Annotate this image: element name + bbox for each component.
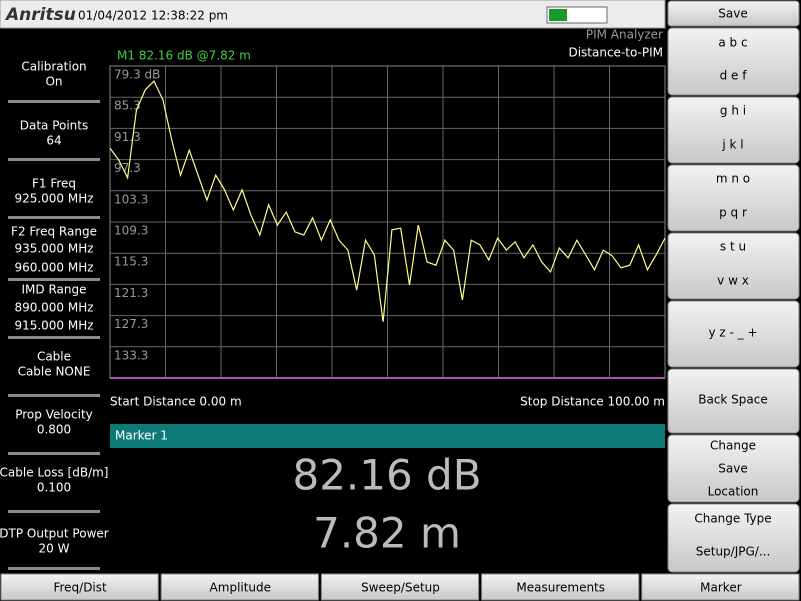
softkey[interactable] [667, 368, 800, 434]
setting-text: Prop Velocity [15, 408, 93, 422]
trace [109, 80, 666, 322]
menu-tab[interactable] [320, 573, 480, 601]
separator [8, 158, 100, 161]
softkey-label: j k l [721, 138, 743, 152]
softkey-label: Save [718, 462, 747, 476]
y-tick-label: 127.3 [114, 317, 148, 331]
menu-tab-label: Measurements [516, 581, 605, 595]
setting-text: 960.000 MHz [14, 261, 93, 275]
datetime: 01/04/2012 12:38:22 pm [78, 9, 228, 23]
softkey-title-bg [667, 0, 800, 27]
y-tick-label: 133.3 [114, 348, 148, 362]
softkey-label: s t u [720, 240, 746, 254]
marker-readout: 82.16 dB [292, 451, 481, 500]
setting-text: 915.000 MHz [14, 319, 93, 333]
softkey-label: d e f [720, 69, 748, 83]
menu-tab[interactable] [0, 573, 159, 601]
softkey-label: m n o [716, 172, 750, 186]
softkey-label: Location [708, 485, 759, 499]
separator [8, 394, 100, 397]
softkey-label: a b c [718, 36, 747, 50]
marker-panel-title: Marker 1 [115, 429, 168, 443]
separator [8, 216, 100, 219]
softkey-label: g h i [720, 104, 746, 118]
separator [8, 336, 100, 339]
marker-panel-header [110, 424, 665, 448]
setting-text: 935.000 MHz [14, 242, 93, 256]
softkey-label: Change Type [694, 512, 771, 526]
setting-text: 925.000 MHz [14, 192, 93, 206]
setting-text: DTP Output Power [0, 527, 109, 541]
setting-text: Data Points [20, 119, 89, 133]
y-tick-label: 97.3 [114, 161, 141, 175]
softkey[interactable] [667, 96, 800, 164]
softkey-label: y z - _ + [708, 326, 757, 340]
setting-text: 0.100 [37, 481, 71, 495]
setting-text: IMD Range [22, 283, 87, 297]
setting-text: 0.800 [37, 423, 71, 437]
softkey-label: p q r [719, 206, 747, 220]
separator [8, 567, 100, 570]
setting-text: On [45, 75, 62, 89]
y-tick-label: 115.3 [114, 255, 148, 269]
setting-text: F1 Freq [32, 177, 76, 191]
y-tick-label: 103.3 [114, 192, 148, 206]
menu-tab[interactable] [641, 573, 800, 601]
setting-text: Cable Loss [dB/m] [0, 466, 108, 480]
menu-tab[interactable] [481, 573, 640, 601]
setting-text: Calibration [21, 60, 86, 74]
stop-distance: Stop Distance 100.00 m [520, 395, 665, 409]
menu-tab-label: Sweep/Setup [361, 581, 440, 595]
softkey[interactable] [667, 434, 800, 503]
menu-tab-label: Marker [700, 581, 742, 595]
separator [8, 100, 100, 103]
battery-level [549, 9, 567, 21]
softkey-label: Back Space [698, 393, 768, 407]
separator [8, 452, 100, 455]
softkey[interactable] [667, 164, 800, 232]
separator [8, 510, 100, 513]
menu-tab-label: Amplitude [210, 581, 272, 595]
setting-text: 890.000 MHz [14, 301, 93, 315]
chart-subtitle: Distance-to-PIM [568, 46, 663, 60]
setting-text: 20 W [39, 542, 70, 556]
y-tick-label: 109.3 [114, 224, 148, 238]
softkey-label: Setup/JPG/... [696, 545, 771, 559]
y-tick-label: 85.3 [114, 99, 141, 113]
chart-title: PIM Analyzer [586, 28, 663, 42]
setting-text: Cable NONE [18, 365, 91, 379]
y-tick-label: 121.3 [114, 286, 148, 300]
y-tick-label: 91.3 [114, 130, 141, 144]
softkey[interactable] [667, 27, 800, 96]
y-tick-label: 79.3 dB [114, 68, 160, 82]
marker-label: M1 82.16 dB @7.82 m [117, 49, 251, 63]
setting-text: Cable [37, 350, 71, 364]
menu-tab-label: Freq/Dist [53, 581, 107, 595]
softkey[interactable] [667, 300, 800, 368]
setting-text: 64 [46, 134, 61, 148]
menu-tab[interactable] [160, 573, 319, 601]
softkey-title: Save [718, 7, 747, 21]
start-distance: Start Distance 0.00 m [110, 395, 242, 409]
softkey[interactable] [667, 232, 800, 300]
setting-text: F2 Freq Range [11, 225, 97, 239]
logo: Anritsu [4, 5, 76, 25]
softkey-label: v w x [717, 274, 749, 288]
softkey-label: Change [710, 439, 756, 453]
marker-readout: 7.82 m [313, 509, 461, 558]
softkey[interactable] [667, 503, 800, 573]
separator [8, 278, 100, 281]
